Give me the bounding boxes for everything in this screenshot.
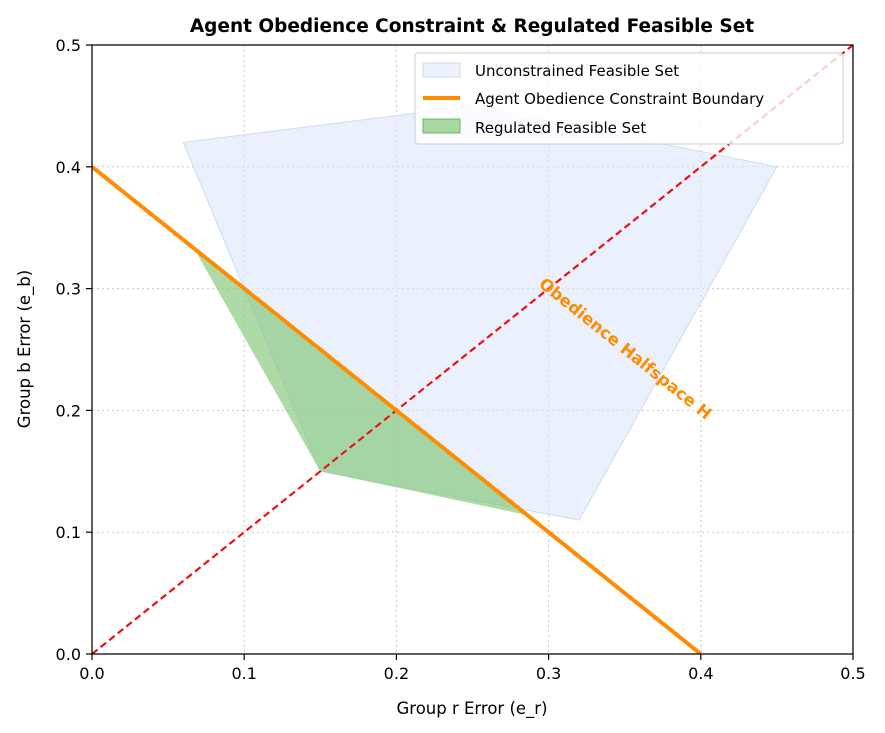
legend: Unconstrained Feasible Set Agent Obedien… [414, 52, 844, 145]
x-axis-label: Group r Error (e_r) [396, 699, 547, 719]
y-tick-label: 0.4 [56, 158, 81, 177]
plot-frame [91, 44, 854, 655]
obedience-constraint-boundary-line [92, 165, 703, 654]
legend-box [414, 52, 844, 145]
diagonal-equal-error-line [92, 45, 853, 654]
y-tick-label: 0.0 [56, 645, 81, 664]
chart-title: Agent Obedience Constraint & Regulated F… [190, 16, 754, 37]
y-tick-label: 0.3 [56, 280, 81, 299]
x-tick-label: 0.2 [384, 664, 409, 683]
legend-swatch-regulated [422, 118, 461, 134]
ticks: 0.0 0.1 0.2 0.3 0.4 0.5 0.0 0.1 0.2 0.3 0.4 0.5 [56, 36, 866, 683]
x-tick-label: 0.1 [231, 664, 256, 683]
x-tick-label: 0.3 [536, 664, 561, 683]
y-tick-label: 0.5 [56, 36, 81, 55]
legend-label-unconstrained: Unconstrained Feasible Set [475, 62, 679, 80]
legend-swatch-unconstrained [422, 62, 461, 78]
x-tick-label: 0.5 [840, 664, 865, 683]
y-axis-label: Group b Error (e_b) [15, 270, 35, 428]
y-tick-label: 0.1 [56, 523, 81, 542]
x-tick-label: 0.0 [79, 664, 104, 683]
data-layer [92, 45, 853, 654]
legend-label-constraint: Agent Obedience Constraint Boundary [475, 90, 764, 108]
legend-label-regulated: Regulated Feasible Set [475, 119, 646, 137]
x-tick-label: 0.4 [688, 664, 713, 683]
y-tick-label: 0.2 [56, 401, 81, 420]
